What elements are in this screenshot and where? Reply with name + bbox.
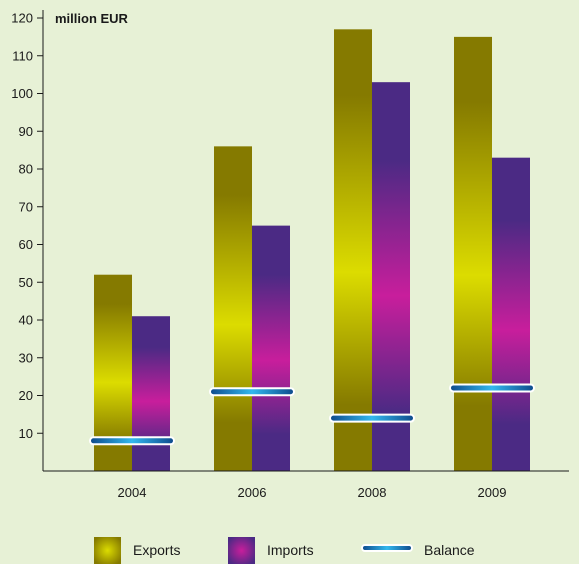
- bars-layer: [94, 29, 530, 472]
- y-tick-label-40: 40: [19, 313, 33, 328]
- legend-label-balance: Balance: [424, 542, 475, 558]
- y-tick-label-30: 30: [19, 350, 33, 365]
- bar-exports-2008: [334, 29, 372, 471]
- y-tick-label-70: 70: [19, 199, 33, 214]
- legend-swatch-balance: [361, 544, 413, 552]
- y-tick-label-80: 80: [19, 162, 33, 177]
- legend-item-balance: Balance: [361, 542, 475, 558]
- balance-marker-2006: [209, 387, 295, 397]
- y-tick-label-90: 90: [19, 124, 33, 139]
- y-tick-label-110: 110: [12, 48, 33, 63]
- balance-marker-2008: [329, 413, 415, 423]
- y-tick-label-20: 20: [19, 388, 33, 403]
- balance-marker-2004: [89, 436, 175, 446]
- x-tick-label-2004: 2004: [118, 485, 147, 500]
- x-tick-label-2008: 2008: [358, 485, 387, 500]
- y-tick-label-100: 100: [11, 86, 33, 101]
- balance-layer: [89, 383, 535, 446]
- x-tick-label-2009: 2009: [478, 485, 507, 500]
- x-ticks: 2004 2006 2008 2009: [118, 485, 507, 500]
- unit-label: million EUR: [55, 11, 129, 26]
- legend-item-exports: Exports: [94, 537, 180, 564]
- y-tick-label-120: 120: [11, 11, 33, 26]
- y-ticks: 10 20 30 40 50 60 70 80 90 100 110 120: [11, 11, 43, 441]
- y-tick-label-10: 10: [19, 426, 33, 441]
- legend: Exports Imports Balance: [94, 537, 475, 564]
- bar-exports-2009: [454, 36, 492, 471]
- balance-marker-2009: [449, 383, 535, 393]
- bar-imports-2004: [132, 316, 170, 471]
- bar-imports-2008: [372, 82, 410, 472]
- legend-label-imports: Imports: [267, 542, 314, 558]
- y-tick-label-60: 60: [19, 237, 33, 252]
- legend-label-exports: Exports: [133, 542, 180, 558]
- bar-imports-2009: [492, 157, 530, 472]
- legend-item-imports: Imports: [228, 537, 314, 564]
- x-tick-label-2006: 2006: [238, 485, 267, 500]
- bar-imports-2006: [252, 225, 290, 471]
- y-tick-label-50: 50: [19, 275, 33, 290]
- legend-swatch-imports: [228, 537, 255, 564]
- legend-swatch-exports: [94, 537, 121, 564]
- bar-exports-2006: [214, 146, 252, 471]
